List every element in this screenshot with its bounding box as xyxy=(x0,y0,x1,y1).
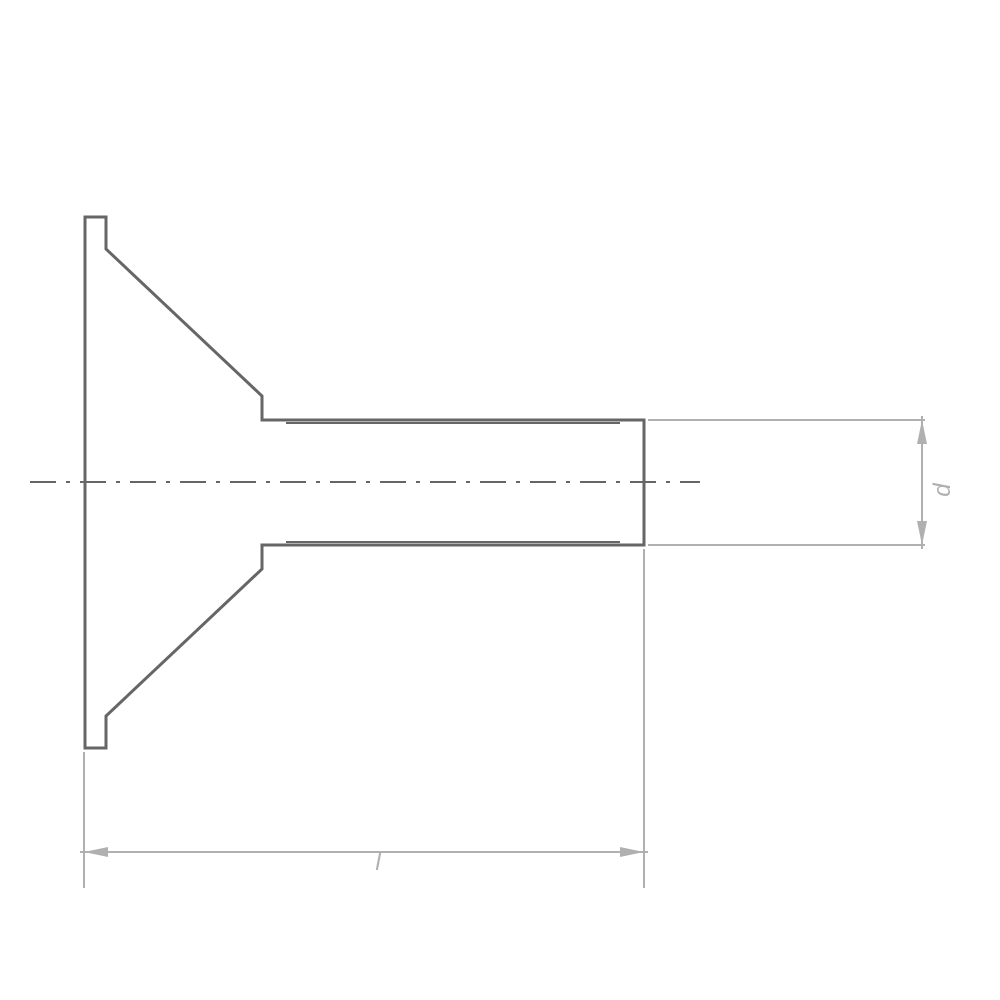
dim-l-label: l xyxy=(375,849,381,876)
technical-drawing: dl xyxy=(0,0,1000,1000)
dim-d-label: d xyxy=(929,483,956,497)
